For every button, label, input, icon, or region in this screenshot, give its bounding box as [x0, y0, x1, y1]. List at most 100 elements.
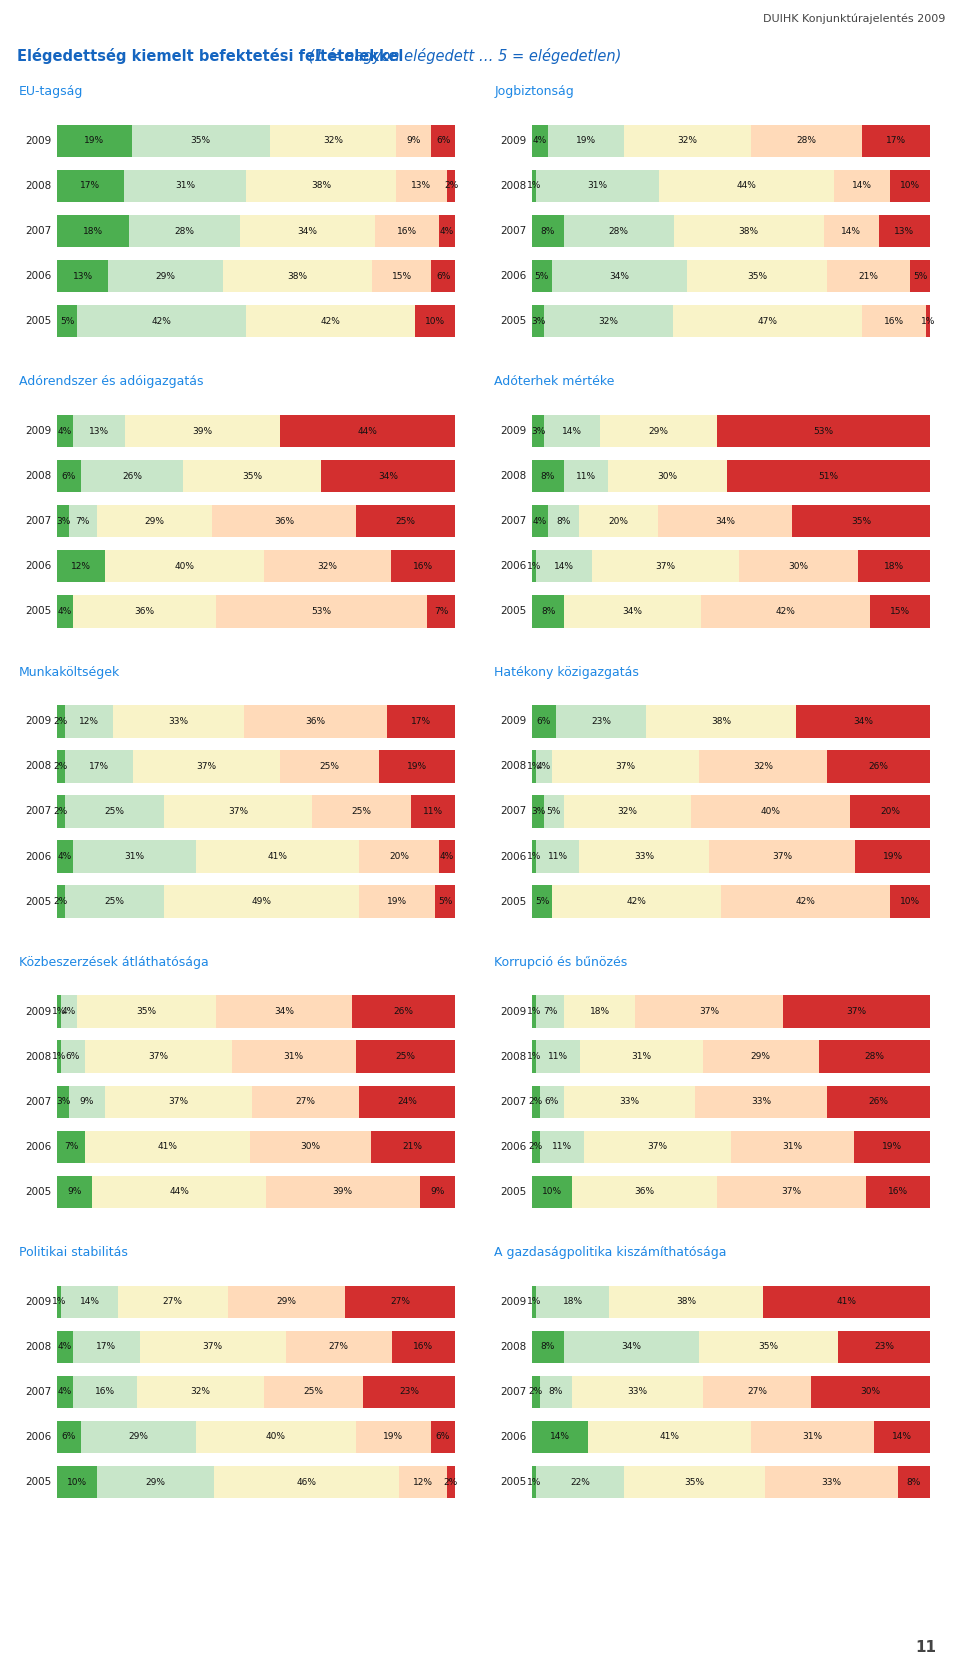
Bar: [674, 215, 824, 247]
Text: 4%: 4%: [533, 517, 547, 525]
Bar: [69, 1086, 105, 1118]
Bar: [827, 260, 910, 292]
Bar: [57, 1286, 61, 1318]
Bar: [125, 415, 280, 447]
Bar: [447, 1466, 455, 1498]
Text: 2005: 2005: [26, 1188, 52, 1196]
Text: 2009: 2009: [501, 1007, 527, 1016]
Text: 6%: 6%: [65, 1053, 80, 1061]
Bar: [564, 1086, 695, 1118]
Bar: [216, 595, 427, 627]
Bar: [552, 260, 687, 292]
Text: 18%: 18%: [589, 1007, 610, 1016]
Text: 29%: 29%: [129, 1433, 149, 1441]
Text: 2008: 2008: [501, 762, 527, 771]
Text: 33%: 33%: [822, 1478, 842, 1486]
Bar: [890, 886, 930, 917]
Text: DUIHK Konjunktúrajelentés 2009: DUIHK Konjunktúrajelentés 2009: [763, 13, 946, 23]
Text: 37%: 37%: [228, 807, 248, 816]
Text: 49%: 49%: [252, 897, 272, 906]
Text: 11%: 11%: [552, 1143, 572, 1151]
Bar: [855, 841, 930, 872]
Bar: [709, 841, 855, 872]
Text: 2005: 2005: [501, 317, 527, 325]
Text: Munkaköltségek: Munkaköltségek: [19, 666, 120, 679]
Text: 37%: 37%: [615, 762, 636, 771]
Bar: [379, 751, 455, 782]
Text: 31%: 31%: [632, 1053, 652, 1061]
Bar: [691, 796, 851, 827]
Text: sehr zufrieden: sehr zufrieden: [83, 127, 152, 137]
Text: unzufrieden: unzufrieden: [308, 417, 365, 427]
Text: 10%: 10%: [542, 1188, 563, 1196]
Bar: [346, 1286, 455, 1318]
Text: 35%: 35%: [191, 137, 211, 145]
Text: 1%: 1%: [52, 1298, 66, 1306]
Text: 38%: 38%: [311, 182, 331, 190]
Text: 2008: 2008: [26, 762, 52, 771]
Text: 2007: 2007: [501, 1388, 527, 1396]
Text: 10%: 10%: [425, 317, 445, 325]
Text: 11: 11: [915, 1640, 936, 1655]
Bar: [69, 505, 97, 537]
Bar: [854, 1131, 930, 1163]
Text: 2%: 2%: [444, 1478, 458, 1486]
Bar: [695, 1086, 827, 1118]
Bar: [392, 550, 455, 582]
Text: 2008: 2008: [26, 472, 52, 480]
Text: 8%: 8%: [540, 227, 555, 235]
Text: unzufrieden: unzufrieden: [782, 997, 839, 1007]
Bar: [351, 996, 455, 1027]
Text: 35%: 35%: [136, 1007, 156, 1016]
Bar: [164, 796, 312, 827]
Text: 2005: 2005: [26, 1478, 52, 1486]
Text: 2009: 2009: [26, 1007, 52, 1016]
Text: 32%: 32%: [677, 137, 697, 145]
Bar: [608, 460, 727, 492]
Text: 2009: 2009: [501, 717, 527, 726]
Text: 16%: 16%: [95, 1388, 115, 1396]
Text: sehr zufrieden: sehr zufrieden: [558, 1288, 627, 1298]
Text: 47%: 47%: [757, 317, 778, 325]
Text: 4%: 4%: [58, 1343, 72, 1351]
Bar: [57, 460, 81, 492]
Bar: [727, 460, 930, 492]
Bar: [544, 305, 673, 337]
Text: 1%: 1%: [527, 562, 541, 570]
Bar: [57, 996, 61, 1027]
Bar: [136, 1376, 264, 1408]
Text: 20%: 20%: [880, 807, 900, 816]
Text: Jogbiztonság: Jogbiztonság: [494, 85, 574, 98]
Bar: [910, 260, 930, 292]
Text: 25%: 25%: [105, 807, 125, 816]
Bar: [312, 796, 411, 827]
Bar: [636, 996, 782, 1027]
Bar: [105, 1086, 252, 1118]
Text: 41%: 41%: [268, 852, 288, 861]
Text: 38%: 38%: [676, 1298, 696, 1306]
Text: 2005: 2005: [26, 317, 52, 325]
Text: 37%: 37%: [149, 1053, 169, 1061]
Bar: [834, 170, 890, 202]
Text: 37%: 37%: [781, 1188, 802, 1196]
Text: 10%: 10%: [900, 897, 920, 906]
Text: 2006: 2006: [26, 1143, 52, 1151]
Text: 29%: 29%: [751, 1053, 771, 1061]
Text: 37%: 37%: [647, 1143, 667, 1151]
Text: 33%: 33%: [619, 1098, 639, 1106]
Text: 28%: 28%: [609, 227, 629, 235]
Bar: [57, 215, 129, 247]
Text: 39%: 39%: [192, 427, 212, 435]
Text: sehr zufrieden: sehr zufrieden: [83, 1288, 152, 1298]
Text: 35%: 35%: [758, 1343, 779, 1351]
Text: 2007: 2007: [26, 227, 52, 235]
Text: 37%: 37%: [656, 562, 676, 570]
Bar: [73, 1376, 136, 1408]
Text: 2006: 2006: [26, 1433, 52, 1441]
Bar: [57, 841, 73, 872]
Bar: [687, 260, 827, 292]
Text: 19%: 19%: [576, 137, 596, 145]
Bar: [244, 706, 387, 737]
Text: 39%: 39%: [332, 1188, 352, 1196]
Text: 2008: 2008: [26, 1343, 52, 1351]
